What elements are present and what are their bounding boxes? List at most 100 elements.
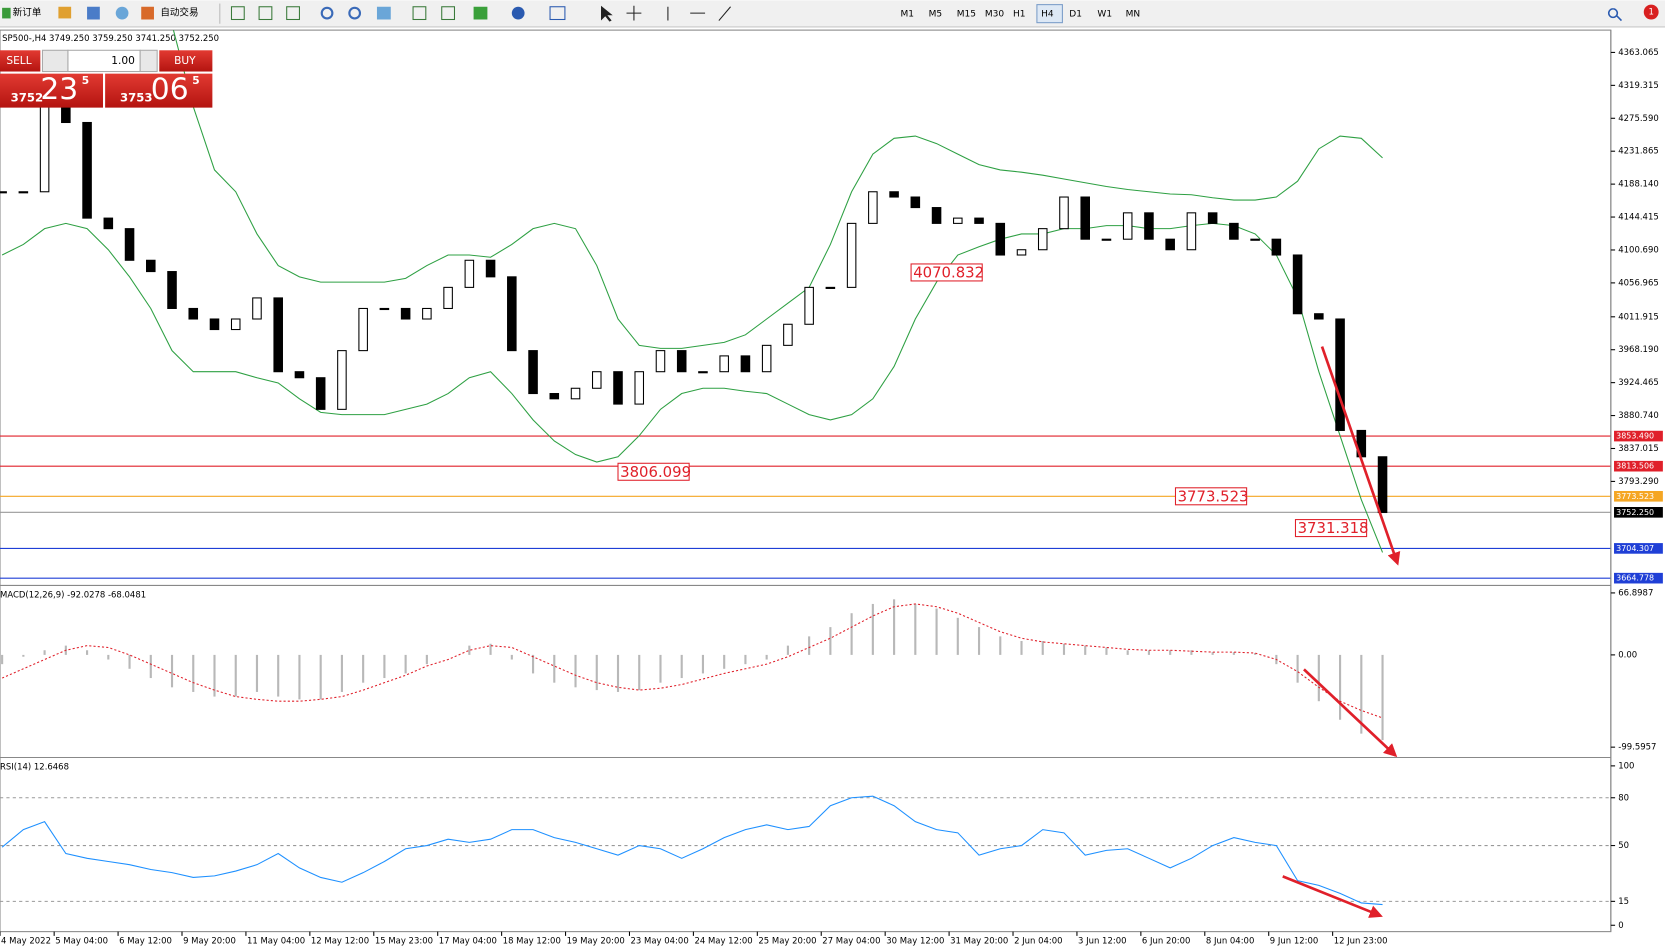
price-annotation: 3731.318 [1298, 519, 1369, 537]
icon[interactable] [230, 6, 245, 21]
new-order[interactable]: 新订单 [13, 7, 42, 19]
icon[interactable] [348, 6, 362, 20]
macd-bar [1062, 643, 1066, 655]
candle [719, 355, 729, 373]
macd-bar [1317, 654, 1320, 702]
macd-header: MACD(12,26,9) -92.0278 -68.0481 [0, 591, 146, 601]
y-tick-label: 4319.315 [1618, 81, 1658, 91]
icon[interactable] [511, 6, 525, 20]
macd-bar [277, 654, 280, 697]
icon[interactable] [58, 6, 72, 19]
timeframe-button[interactable]: M15 [957, 10, 976, 20]
macd-bar [213, 654, 216, 697]
candle [209, 318, 220, 331]
timeframe-button[interactable]: H1 [1013, 10, 1026, 20]
candle [1037, 228, 1048, 251]
candle [1335, 318, 1345, 431]
icon[interactable] [141, 6, 154, 20]
candle [1059, 196, 1069, 230]
notification-badge[interactable] [1643, 4, 1659, 20]
candle [103, 217, 114, 230]
bollinger-upper [172, 30, 1383, 349]
macd-bar [977, 627, 981, 655]
timeframe-button[interactable]: W1 [1097, 10, 1112, 20]
macd-bar [680, 654, 683, 679]
y-tick-label: 3924.465 [1618, 378, 1658, 388]
buy-button[interactable] [159, 50, 213, 72]
macd-bar [22, 654, 25, 657]
search-icon[interactable] [1607, 8, 1623, 22]
auto-trading[interactable]: 自动交易 [160, 7, 198, 19]
timeframe-button[interactable]: D1 [1069, 10, 1082, 20]
icon[interactable] [258, 6, 273, 21]
candle [655, 350, 666, 373]
macd-bar [340, 654, 343, 692]
candle [230, 318, 241, 331]
cursor-icon[interactable] [601, 5, 613, 22]
macd-bar [574, 654, 577, 688]
level-tag [1614, 543, 1663, 554]
x-tick-label: 30 May 12:00 [886, 937, 944, 947]
macd-bar [234, 654, 237, 697]
price-annotation: 4070.832 [913, 264, 984, 282]
line-icons[interactable] [667, 6, 731, 21]
icon[interactable] [115, 6, 129, 20]
candle [39, 106, 50, 193]
candle [1144, 212, 1154, 240]
timeframe-button[interactable]: H4 [1041, 10, 1054, 20]
macd-bar [468, 645, 471, 655]
timeframe-button[interactable]: M30 [985, 10, 1005, 20]
candle [273, 297, 283, 373]
macd-bar [616, 654, 620, 692]
candle [761, 344, 772, 373]
lot-up[interactable] [139, 49, 158, 73]
one-click-trading: SELL 1.00 BUY 3752 23 5 3753 06 5 [0, 49, 213, 108]
icon[interactable] [320, 6, 334, 20]
rsi-line [1, 795, 1383, 906]
macd-bar [86, 650, 89, 655]
timeframe-button[interactable]: MN [1126, 10, 1141, 20]
lot-down[interactable] [41, 49, 69, 73]
macd-bar [595, 654, 598, 691]
macd-bar [871, 603, 874, 655]
timeframe-button[interactable]: M5 [929, 10, 943, 20]
icon[interactable] [376, 6, 391, 20]
icon[interactable] [441, 6, 456, 21]
macd-bar [914, 603, 917, 655]
x-tick-label: 18 May 12:00 [503, 937, 561, 947]
candle [1165, 238, 1175, 251]
icon[interactable] [549, 6, 566, 21]
icon[interactable] [87, 6, 100, 20]
x-tick-label: 23 May 04:00 [631, 937, 689, 947]
bid-box[interactable] [0, 73, 104, 108]
macd-bar [1169, 650, 1172, 655]
x-tick-label: 24 May 12:00 [694, 937, 752, 947]
ask-big: 06 [151, 72, 189, 107]
x-tick-label: 5 May 04:00 [55, 937, 108, 947]
ask-sup: 5 [192, 74, 199, 87]
sell-button[interactable] [0, 50, 41, 72]
macd-bar [1254, 653, 1257, 655]
bid-main: 3752 [11, 91, 44, 105]
ask-box[interactable] [105, 73, 213, 108]
timeframe-button[interactable]: M1 [900, 10, 914, 20]
candle [591, 371, 602, 389]
timeframes: M1 M5 M15 M30 H1 H4 D1 W1 MN [900, 4, 1141, 24]
price-annotation-box [1174, 487, 1248, 506]
candle [549, 393, 560, 400]
crosshair-icon[interactable] [626, 5, 642, 21]
macd-bar [553, 654, 556, 683]
icon[interactable] [473, 6, 488, 20]
y-tick-label: -99.5957 [1618, 743, 1656, 753]
icon[interactable] [2, 7, 11, 19]
candle [846, 222, 857, 288]
candle [422, 307, 432, 320]
icon[interactable] [412, 6, 427, 21]
x-tick-label: 2 Jun 04:00 [1014, 937, 1062, 947]
macd-bar [1381, 654, 1384, 741]
icon[interactable] [286, 6, 300, 21]
bid-sup: 5 [82, 74, 89, 87]
macd-bar [723, 654, 726, 669]
price-annotation: 3773.523 [1178, 487, 1249, 505]
